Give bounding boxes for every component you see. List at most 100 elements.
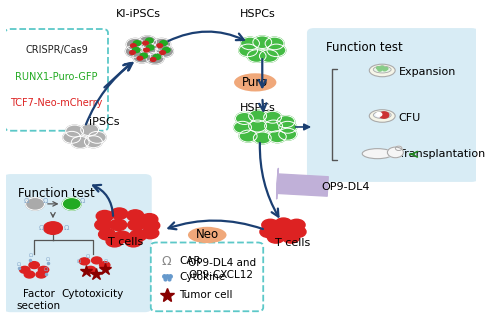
Text: Function test: Function test — [18, 187, 94, 200]
Circle shape — [134, 41, 141, 46]
Text: Transplantation: Transplantation — [398, 149, 485, 159]
Circle shape — [239, 130, 257, 142]
Circle shape — [378, 69, 382, 71]
Circle shape — [268, 232, 284, 243]
Circle shape — [130, 230, 146, 241]
Circle shape — [380, 66, 384, 69]
Circle shape — [138, 36, 156, 48]
Circle shape — [137, 56, 143, 60]
Circle shape — [254, 132, 271, 144]
Ellipse shape — [234, 73, 276, 92]
Circle shape — [130, 51, 136, 54]
Ellipse shape — [370, 110, 395, 122]
Circle shape — [278, 128, 296, 140]
Circle shape — [143, 41, 148, 45]
Ellipse shape — [362, 149, 393, 159]
Circle shape — [106, 236, 123, 247]
Text: Ω: Ω — [86, 254, 90, 259]
Text: HSPCs: HSPCs — [240, 9, 276, 19]
Circle shape — [132, 47, 140, 52]
Text: Ω: Ω — [162, 255, 172, 268]
Circle shape — [38, 266, 48, 273]
Circle shape — [80, 258, 90, 265]
Circle shape — [277, 116, 294, 128]
FancyBboxPatch shape — [307, 28, 478, 182]
Text: Function test: Function test — [326, 41, 402, 54]
Ellipse shape — [374, 112, 391, 119]
Text: Ω: Ω — [38, 225, 44, 231]
Circle shape — [262, 219, 278, 231]
Text: Cytotoxicity: Cytotoxicity — [62, 289, 124, 299]
Text: CAR: CAR — [179, 256, 201, 266]
Circle shape — [140, 53, 147, 58]
Circle shape — [142, 227, 159, 239]
Circle shape — [80, 124, 98, 136]
Ellipse shape — [374, 66, 391, 73]
Circle shape — [125, 236, 142, 247]
Circle shape — [247, 50, 266, 62]
Text: TCF7-Neo-mCherry: TCF7-Neo-mCherry — [10, 99, 102, 108]
Circle shape — [146, 38, 153, 43]
Text: Ω: Ω — [28, 253, 32, 259]
Circle shape — [265, 37, 284, 50]
Ellipse shape — [188, 227, 226, 243]
Circle shape — [95, 219, 112, 231]
Circle shape — [20, 266, 30, 273]
Circle shape — [264, 120, 282, 132]
Circle shape — [29, 262, 40, 269]
Text: Neo: Neo — [196, 228, 219, 241]
Text: Ω: Ω — [104, 259, 108, 265]
Text: KI-iPSCs: KI-iPSCs — [116, 9, 161, 19]
Circle shape — [66, 125, 84, 137]
Circle shape — [127, 210, 144, 221]
Circle shape — [36, 271, 46, 278]
Text: Tumor cell: Tumor cell — [179, 290, 233, 300]
Text: Expansion: Expansion — [398, 67, 456, 77]
Circle shape — [376, 113, 382, 116]
Text: Cytokine: Cytokine — [179, 272, 225, 282]
Circle shape — [160, 51, 166, 54]
Circle shape — [288, 219, 305, 231]
Circle shape — [84, 136, 102, 148]
Circle shape — [260, 50, 278, 62]
Circle shape — [253, 36, 272, 48]
FancyBboxPatch shape — [5, 29, 108, 131]
Circle shape — [44, 222, 62, 234]
Circle shape — [380, 112, 389, 118]
Circle shape — [282, 232, 300, 243]
Circle shape — [114, 231, 130, 243]
Circle shape — [98, 229, 116, 240]
Circle shape — [24, 271, 34, 278]
Circle shape — [150, 58, 156, 61]
Circle shape — [239, 44, 258, 57]
Text: Ω: Ω — [17, 262, 21, 267]
Circle shape — [240, 37, 260, 50]
Circle shape — [86, 266, 96, 273]
Circle shape — [276, 225, 293, 237]
Circle shape — [133, 51, 151, 63]
Circle shape — [110, 219, 127, 231]
Circle shape — [144, 48, 150, 52]
Text: HSPCs: HSPCs — [240, 103, 276, 113]
Circle shape — [248, 120, 266, 132]
Text: CFU: CFU — [398, 113, 421, 122]
Circle shape — [72, 136, 89, 148]
Text: Puro: Puro — [242, 76, 268, 89]
Circle shape — [26, 197, 44, 210]
Circle shape — [236, 113, 254, 124]
Text: RUNX1-Puro-GFP: RUNX1-Puro-GFP — [15, 72, 98, 82]
Circle shape — [140, 43, 158, 55]
Circle shape — [382, 68, 386, 71]
Circle shape — [160, 41, 168, 46]
Ellipse shape — [370, 64, 395, 77]
Circle shape — [289, 226, 306, 238]
Circle shape — [260, 226, 277, 238]
Text: Ω: Ω — [77, 259, 81, 265]
Text: T cells: T cells — [108, 238, 144, 247]
Circle shape — [268, 131, 286, 143]
Circle shape — [143, 220, 160, 231]
Text: Ω: Ω — [24, 198, 30, 204]
Text: Ω: Ω — [46, 257, 50, 262]
Circle shape — [62, 197, 81, 210]
Text: Ω: Ω — [42, 198, 48, 204]
